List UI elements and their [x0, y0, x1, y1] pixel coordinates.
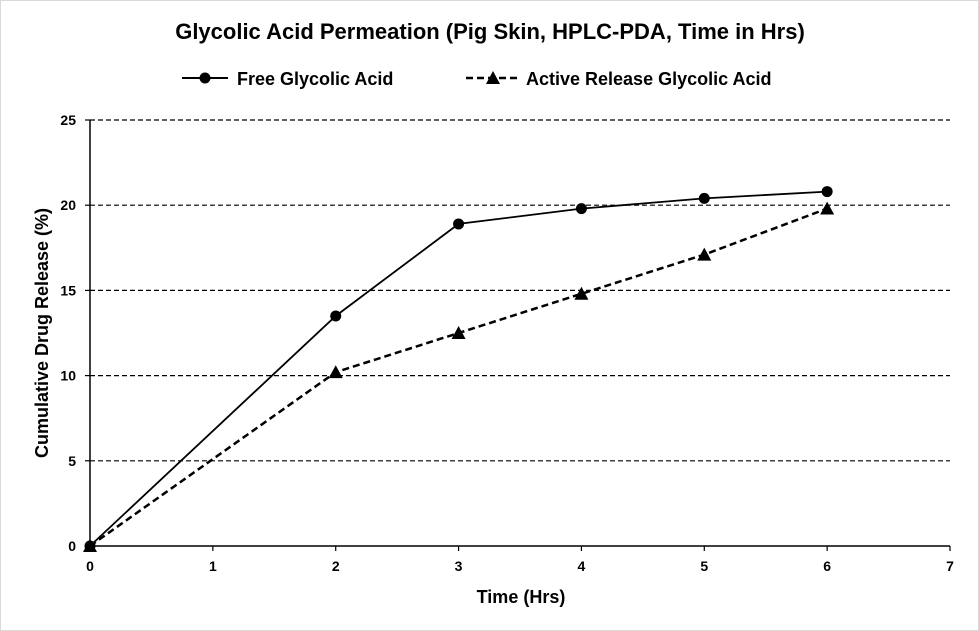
data-point [697, 247, 712, 261]
x-tick-label: 6 [823, 558, 831, 574]
series-line [89, 190, 828, 547]
legend-marker-active [486, 71, 500, 84]
x-tick-labels: 0 1 2 3 4 5 6 7 [86, 546, 954, 574]
y-tick-labels: 0 5 10 15 20 25 [60, 112, 90, 554]
chart-title: Glycolic Acid Permeation (Pig Skin, HPLC… [175, 19, 805, 44]
data-point [330, 310, 342, 322]
y-axis-label: Cumulative Drug Release (%) [32, 208, 52, 458]
data-point [83, 539, 97, 552]
data-point [575, 203, 587, 215]
x-tick-label: 5 [700, 558, 708, 574]
y-tick-label: 5 [68, 453, 76, 469]
series-free-glycolic-acid [84, 186, 833, 552]
y-tick-label: 10 [60, 368, 76, 384]
x-tick-label: 7 [946, 558, 954, 574]
x-tick-label: 2 [332, 558, 340, 574]
x-tick-label: 4 [578, 558, 586, 574]
y-tick-label: 20 [60, 197, 76, 213]
y-tick-label: 0 [68, 538, 76, 554]
y-tick-label: 15 [60, 282, 76, 298]
axes [89, 120, 950, 547]
data-point [821, 186, 833, 198]
x-axis-label: Time (Hrs) [477, 587, 566, 607]
data-point [451, 326, 466, 339]
y-tick-label: 25 [60, 112, 76, 128]
series-active-release-glycolic-acid [83, 201, 835, 552]
data-point [453, 218, 465, 230]
legend: Free Glycolic Acid Active Release Glycol… [182, 69, 771, 89]
legend-marker-free [199, 72, 211, 84]
gridlines [90, 119, 950, 462]
series-group [83, 186, 835, 552]
data-point [574, 286, 589, 300]
series-line [89, 207, 828, 548]
legend-label-free: Free Glycolic Acid [237, 69, 393, 89]
x-tick-label: 3 [455, 558, 463, 574]
legend-label-active: Active Release Glycolic Acid [526, 69, 771, 89]
x-tick-label: 1 [209, 558, 217, 574]
x-tick-label: 0 [86, 558, 94, 574]
data-point [820, 201, 835, 215]
data-point [328, 365, 343, 379]
data-point [698, 192, 710, 204]
